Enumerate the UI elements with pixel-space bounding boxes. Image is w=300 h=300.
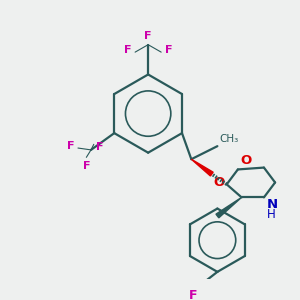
Polygon shape	[191, 159, 213, 176]
Text: O: O	[241, 154, 252, 166]
Text: N: N	[267, 198, 278, 211]
Text: F: F	[144, 31, 152, 41]
Text: F: F	[82, 161, 90, 171]
Text: F: F	[188, 289, 197, 300]
Text: CH₃: CH₃	[219, 134, 238, 144]
Text: F: F	[67, 141, 74, 151]
Text: F: F	[124, 45, 131, 55]
Polygon shape	[216, 197, 242, 218]
Text: O: O	[214, 176, 225, 189]
Text: F: F	[96, 142, 103, 152]
Text: H: H	[267, 208, 275, 220]
Text: F: F	[165, 45, 172, 55]
